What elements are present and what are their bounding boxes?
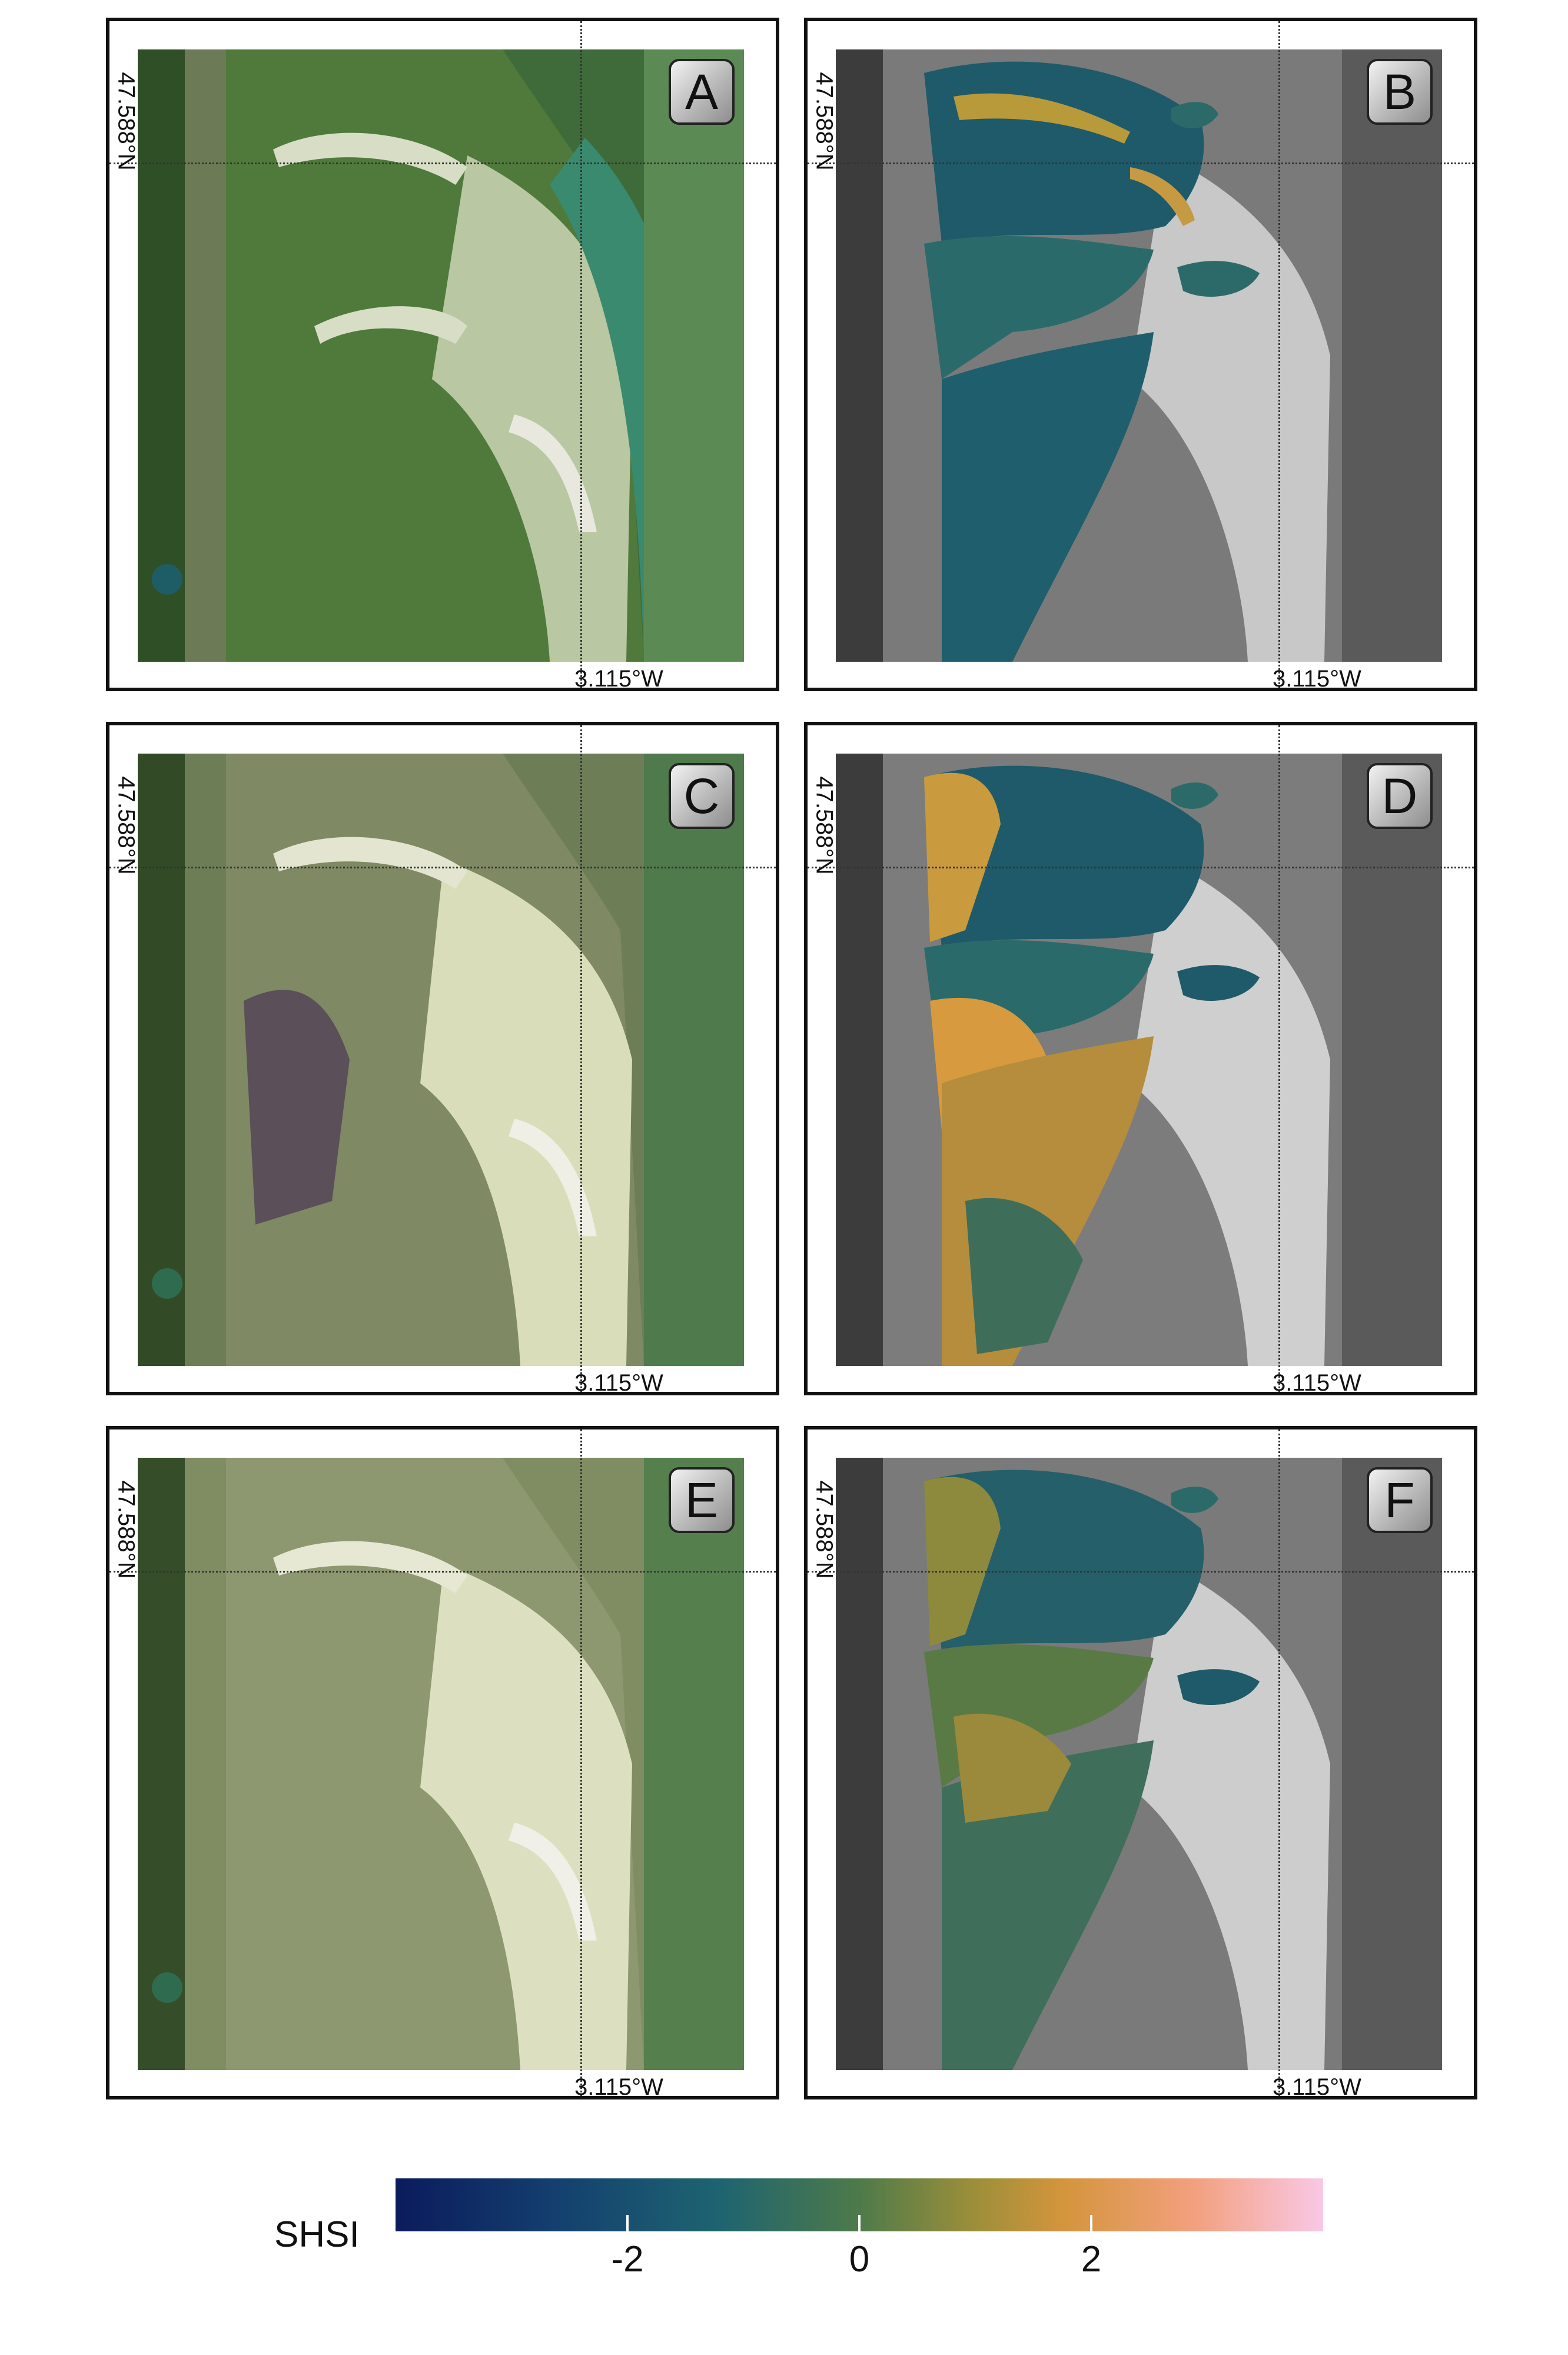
longitude-gridline	[1278, 1429, 1280, 2096]
latitude-gridline	[109, 867, 776, 868]
map-panel-e: E 47.588°N 3.115°W	[106, 1426, 779, 2100]
latitude-label: 47.588°N	[113, 72, 139, 171]
map-panel-d: D 47.588°N 3.115°W	[804, 722, 1477, 1396]
latitude-label: 47.588°N	[811, 1480, 838, 1579]
colorbar-tick	[1090, 2215, 1092, 2231]
longitude-label: 3.115°W	[1273, 666, 1361, 692]
panel-label-badge: E	[669, 1467, 735, 1533]
longitude-label: 3.115°W	[574, 1370, 663, 1396]
shsi-map-image	[836, 754, 1442, 1366]
longitude-label: 3.115°W	[1273, 2074, 1361, 2100]
panel-label-badge: C	[669, 763, 735, 829]
panel-label-badge: B	[1367, 59, 1433, 125]
map-panel-c: C 47.588°N 3.115°W	[106, 722, 779, 1396]
colorbar-title: SHSI	[274, 2214, 360, 2255]
latitude-gridline	[808, 162, 1474, 164]
longitude-gridline	[580, 21, 582, 688]
rgb-satellite-image	[138, 754, 744, 1366]
map-panel-a: A 47.588°N 3.115°W	[106, 18, 779, 692]
panel-label-badge: A	[669, 59, 735, 125]
longitude-label: 3.115°W	[1273, 1370, 1361, 1396]
latitude-gridline	[808, 1571, 1474, 1573]
longitude-gridline	[580, 725, 582, 1392]
latitude-label: 47.588°N	[113, 776, 139, 875]
shsi-map-image	[836, 49, 1442, 662]
colorbar-tick-label: -2	[611, 2239, 644, 2280]
colorbar-tick	[858, 2215, 861, 2231]
map-panel-f: F 47.588°N 3.115°W	[804, 1426, 1477, 2100]
longitude-label: 3.115°W	[574, 2074, 663, 2100]
rgb-satellite-image	[138, 49, 744, 662]
latitude-label: 47.588°N	[113, 1480, 139, 1579]
colorbar-tick-label: 2	[1081, 2239, 1102, 2280]
latitude-gridline	[109, 1571, 776, 1573]
colorbar-tick-label: 0	[849, 2239, 870, 2280]
panel-label-badge: D	[1367, 763, 1433, 829]
colorbar-tick	[626, 2215, 629, 2231]
longitude-gridline	[580, 1429, 582, 2096]
latitude-label: 47.588°N	[811, 72, 838, 171]
latitude-label: 47.588°N	[811, 776, 838, 875]
latitude-gridline	[808, 867, 1474, 868]
rgb-satellite-image	[138, 1458, 744, 2070]
panel-label-badge: F	[1367, 1467, 1433, 1533]
latitude-gridline	[109, 162, 776, 164]
longitude-label: 3.115°W	[574, 666, 663, 692]
longitude-gridline	[1278, 725, 1280, 1392]
map-panel-b: B 47.588°N 3.115°W	[804, 18, 1477, 692]
longitude-gridline	[1278, 21, 1280, 688]
shsi-map-image	[836, 1458, 1442, 2070]
